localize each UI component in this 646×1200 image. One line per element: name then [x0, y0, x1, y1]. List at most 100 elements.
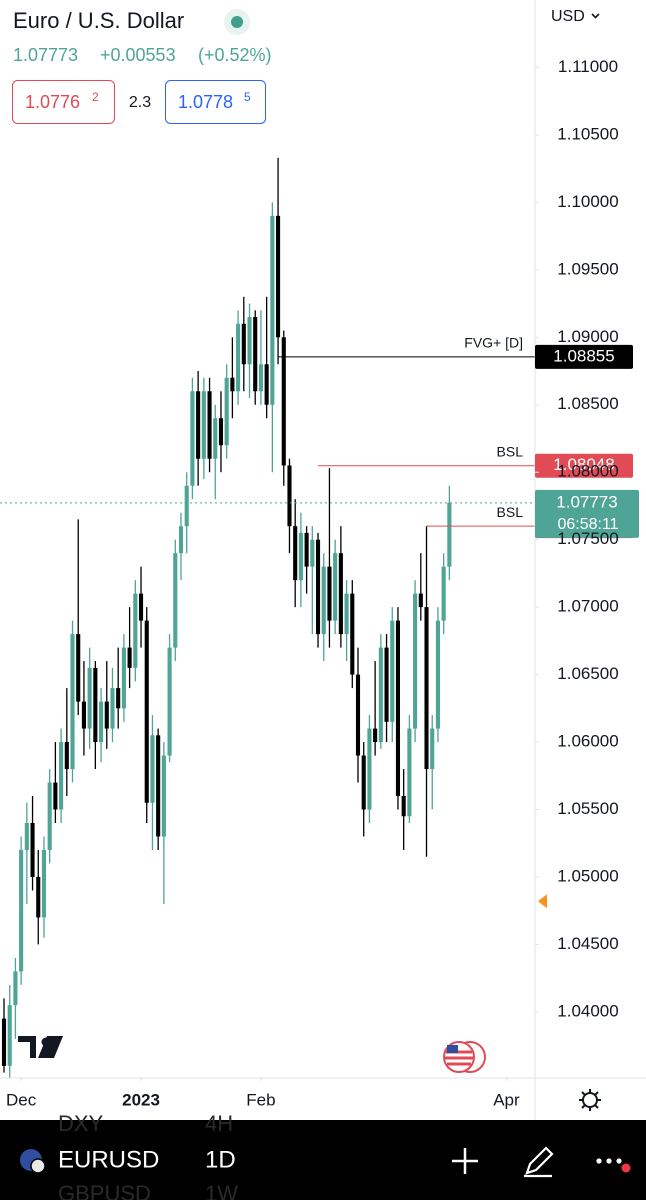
candle-body	[138, 593, 144, 621]
y-tick-label: 1.06500	[557, 664, 618, 683]
symbol-selector[interactable]: EURUSD	[58, 1146, 159, 1173]
candle-body	[19, 849, 24, 972]
price-tag	[535, 344, 633, 369]
alert-marker	[538, 894, 547, 909]
candle-body	[99, 701, 104, 743]
candle-body	[350, 593, 355, 675]
ghost-interval: 4H	[205, 1111, 233, 1136]
candle-body	[70, 634, 75, 770]
candle-body	[190, 391, 195, 486]
candle-body	[424, 607, 429, 770]
candle-body	[344, 593, 349, 635]
candle-body	[104, 701, 109, 729]
candle-body	[178, 526, 184, 554]
level-label: BSL	[497, 443, 524, 459]
candle-body	[213, 418, 218, 459]
candle-body	[196, 391, 201, 459]
notification-dot	[621, 1163, 631, 1173]
candle-body	[116, 688, 121, 709]
plot: FVG+ [D] BSL BSL	[0, 157, 535, 1078]
y-tick-label: 1.04500	[557, 934, 618, 953]
candle-body	[150, 735, 155, 803]
candle-body	[258, 364, 263, 392]
candle-body	[378, 647, 383, 743]
candle-body	[144, 620, 149, 803]
y-tick-label: 1.09000	[557, 327, 618, 346]
candle-body	[418, 593, 423, 608]
candle-body	[47, 782, 52, 850]
menu-dot[interactable]	[596, 1158, 602, 1164]
ghost-interval: 1W	[205, 1181, 238, 1200]
candle-body	[247, 317, 252, 365]
candle-body	[93, 667, 98, 743]
bid-box[interactable]	[12, 80, 115, 124]
x-tick-label: Apr	[493, 1090, 520, 1109]
candle-body	[241, 323, 246, 365]
candle-body	[230, 377, 235, 392]
candle-body	[201, 391, 206, 459]
candle-body	[327, 566, 332, 621]
flag-canton	[447, 1045, 458, 1053]
candle-body	[36, 876, 41, 918]
draw-button[interactable]	[524, 1146, 554, 1178]
candle-body	[53, 782, 58, 810]
candle-body	[281, 337, 286, 466]
candle-body	[156, 735, 161, 837]
price-change-pct: (+0.52%)	[198, 45, 272, 65]
candle-body	[441, 566, 446, 621]
candle-body	[304, 532, 309, 567]
candle-body	[7, 1005, 12, 1066]
x-tick-label: Feb	[246, 1090, 275, 1109]
add-button[interactable]	[452, 1148, 478, 1174]
menu-dot	[616, 1158, 622, 1164]
candle-body	[338, 553, 343, 635]
status-dot	[231, 16, 243, 28]
candle-body	[76, 634, 81, 702]
candle-body	[184, 485, 189, 527]
candle-body	[310, 539, 315, 567]
y-tick-label: 1.05000	[557, 866, 618, 885]
ask-box[interactable]	[165, 80, 266, 124]
price-tag-label: 1.08855	[553, 346, 614, 365]
candle-body	[224, 377, 229, 446]
candle-body	[13, 971, 18, 1006]
candle-body	[81, 701, 86, 729]
candle-body	[64, 742, 69, 770]
price-tag-label: 1.08048	[553, 455, 614, 474]
candle-body	[390, 620, 395, 722]
candle-body	[293, 526, 298, 581]
y-tick-label: 1.10000	[557, 192, 618, 211]
bottom-bar	[0, 1120, 646, 1200]
candle-body	[395, 620, 401, 797]
currency[interactable]: USD	[551, 8, 585, 25]
symbol-flag-2	[30, 1158, 46, 1174]
candle-body	[218, 418, 224, 446]
y-tick-label: 1.07000	[557, 597, 618, 616]
candle-body	[270, 215, 275, 405]
candle-body	[110, 688, 115, 729]
candle-body	[447, 502, 452, 567]
candle-body	[287, 465, 292, 527]
candle-body	[253, 317, 258, 392]
candle-body	[173, 553, 178, 648]
bid-sup: 2	[92, 90, 99, 104]
candle-body	[401, 796, 406, 817]
y-tick-label: 1.04000	[557, 1001, 618, 1020]
candle-body	[435, 620, 440, 729]
last-price-tag	[535, 489, 639, 538]
interval-selector[interactable]: 1D	[205, 1146, 236, 1173]
candle-body	[167, 647, 172, 756]
y-tick-label: 1.09500	[557, 259, 618, 278]
currency-caret	[591, 13, 600, 19]
candle-body	[321, 566, 326, 635]
candle-body	[207, 391, 212, 459]
candle-body	[30, 823, 35, 877]
ask-sup: 5	[244, 90, 251, 104]
tv-logo-dot	[41, 1037, 51, 1047]
candle-body	[127, 647, 132, 668]
menu-dot	[606, 1158, 612, 1164]
symbol-title: Euro / U.S. Dollar	[13, 8, 184, 33]
candle-body	[367, 728, 372, 810]
ghost-symbol: DXY	[58, 1111, 104, 1136]
